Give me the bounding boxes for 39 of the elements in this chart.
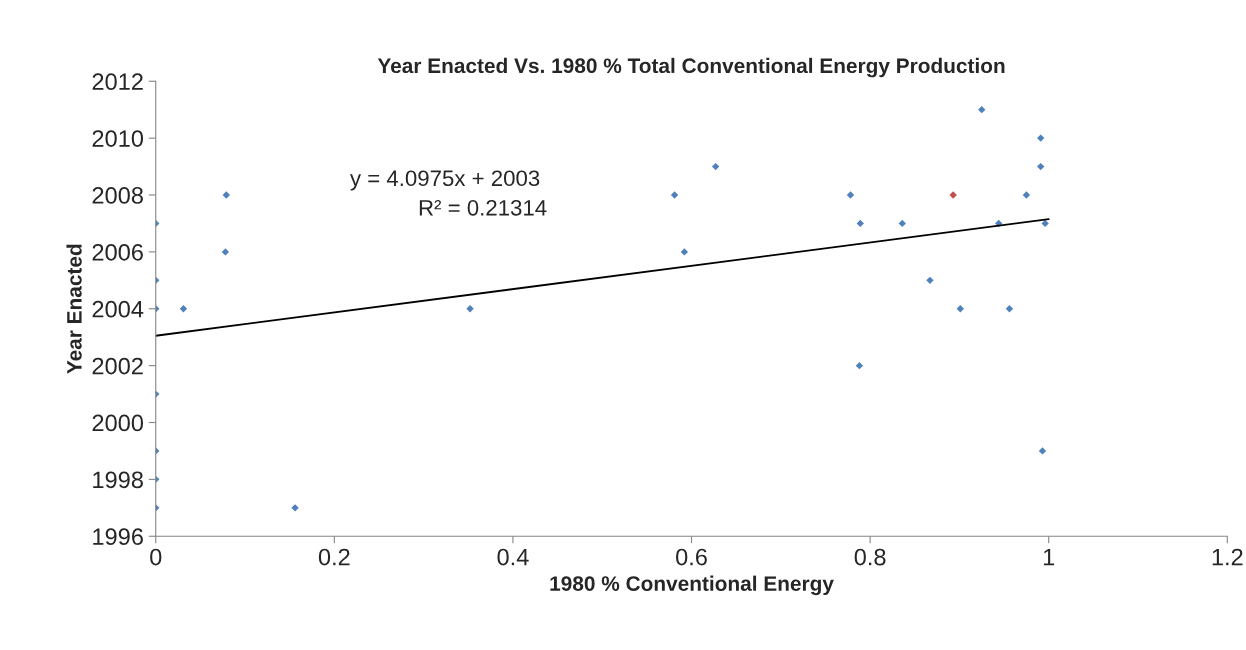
point [956, 305, 964, 313]
y-tick-label: 2010 [92, 130, 144, 147]
y-tick-label: 2012 [92, 73, 143, 91]
x-tick-label: 1.2 [1212, 548, 1243, 566]
y-tick-label: 1996 [93, 528, 143, 546]
point [221, 248, 230, 256]
annotation: R² = 0.21314 [419, 199, 547, 216]
point [856, 219, 864, 228]
point [680, 248, 689, 256]
x-tick-label: 0.6 [676, 548, 707, 566]
point [978, 106, 986, 114]
y-tick-label: 1998 [93, 471, 143, 489]
y-tick-label: 2004 [92, 300, 144, 318]
point [855, 361, 864, 370]
y-tick-label: 2000 [92, 414, 144, 432]
point [1022, 191, 1031, 199]
point [711, 162, 720, 171]
x-tick-label: 0.8 [854, 548, 886, 566]
chart-title: Year Enacted Vs. 1980 % Total Conventional Energy Production [377, 57, 1005, 78]
point [926, 276, 934, 284]
x-axis-title: 1980 % Conventional Energy [550, 575, 834, 596]
x-tick-label: 0.4 [497, 548, 529, 566]
y-axis-title: Year Enacted [66, 244, 82, 374]
point [179, 305, 188, 313]
point [1005, 305, 1014, 313]
annotation: y = 4.0975x + 2003 [349, 170, 540, 191]
x-tick-label: 0.2 [318, 548, 350, 566]
y-tick-label: 2008 [92, 187, 143, 204]
y-tick-label: 2006 [92, 243, 143, 261]
point [1037, 134, 1045, 142]
point [1038, 447, 1047, 455]
x-tick-label: 1 [1043, 548, 1055, 566]
point [1041, 219, 1049, 228]
x-tick-label: 0 [150, 548, 162, 566]
y-tick-label: 2002 [92, 357, 143, 375]
point [670, 191, 679, 199]
point [1037, 162, 1045, 171]
point [898, 219, 906, 228]
point [846, 191, 855, 199]
